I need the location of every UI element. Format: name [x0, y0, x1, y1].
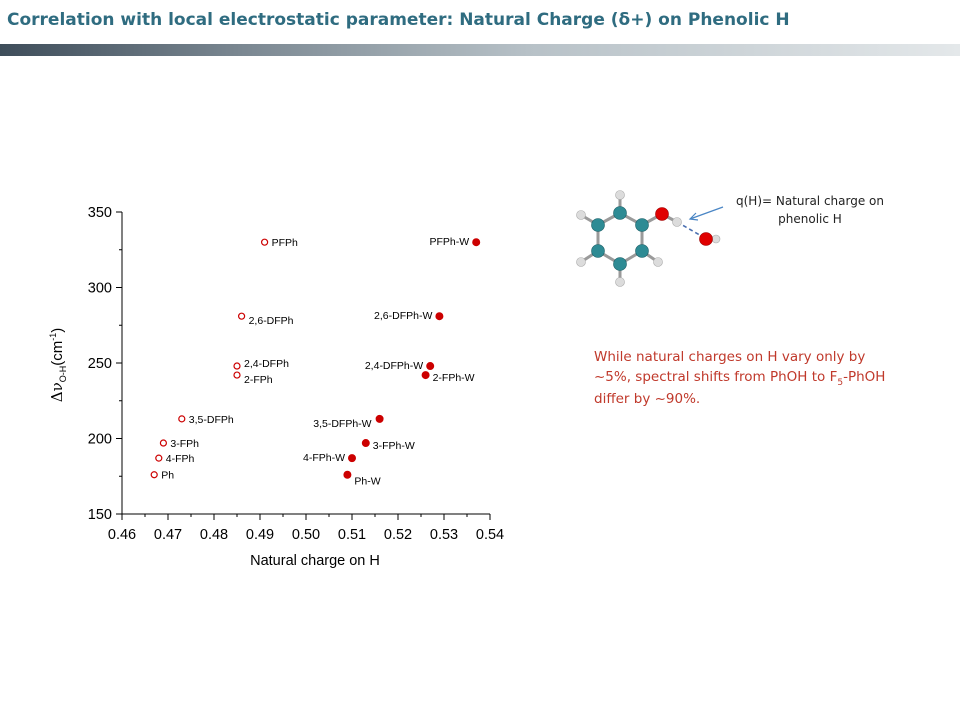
summary-note-part2: -PhOH differ by ~90%.	[594, 369, 886, 407]
point-label: 3,5-DFPh	[189, 414, 234, 426]
summary-note-subscript: 5	[837, 378, 844, 388]
y-tick-label: 150	[88, 507, 112, 523]
data-point-filled	[343, 470, 352, 479]
data-point-open	[159, 439, 167, 447]
charge-annotation-line1: q(H)= Natural charge on	[736, 194, 884, 208]
y-axis-title-close: )	[49, 328, 66, 333]
data-point-filled	[361, 439, 370, 448]
charge-annotation: q(H)= Natural charge on phenolic H	[720, 192, 900, 228]
data-point-open	[150, 471, 158, 479]
point-label: 2,6-DFPh	[249, 315, 294, 327]
data-point-filled	[472, 238, 481, 247]
y-tick-label: 200	[88, 432, 112, 448]
point-label: 4-FPh	[166, 453, 195, 465]
charge-annotation-line2: phenolic H	[778, 212, 842, 226]
point-label: 3,5-DFPh-W	[313, 418, 371, 430]
data-point-filled	[421, 371, 430, 380]
point-label: PFPh-W	[430, 236, 470, 248]
x-tick-label: 0.46	[108, 527, 136, 543]
summary-note-part1: While natural charges on H vary only by …	[594, 349, 866, 385]
x-tick-label: 0.54	[476, 527, 504, 543]
x-axis-title: Natural charge on H	[250, 553, 380, 569]
point-label: 2,6-DFPh-W	[374, 310, 432, 322]
point-label: 2,4-DFPh	[244, 358, 289, 370]
y-axis-title: ΔνO-H(cm-1)	[48, 328, 68, 402]
data-point-open	[178, 415, 186, 423]
x-tick-label: 0.53	[430, 527, 458, 543]
point-label: 2-FPh	[244, 374, 273, 386]
y-tick-label: 250	[88, 356, 112, 372]
x-tick-label: 0.51	[338, 527, 366, 543]
point-label: 3-FPh-W	[373, 440, 415, 452]
point-label: 2,4-DFPh-W	[365, 360, 423, 372]
data-point-filled	[375, 414, 384, 423]
data-point-open	[238, 312, 246, 320]
data-point-open	[155, 454, 163, 462]
data-point-filled	[435, 312, 444, 321]
x-tick-label: 0.50	[292, 527, 320, 543]
y-tick-label: 350	[88, 205, 112, 221]
data-point-filled	[348, 454, 357, 463]
point-label: PFPh	[272, 237, 298, 249]
summary-note: While natural charges on H vary only by …	[594, 347, 894, 409]
point-label: 3-FPh	[170, 438, 199, 450]
point-label: Ph	[161, 470, 174, 482]
phenol-water-molecule-diagram	[576, 190, 724, 287]
data-point-filled	[426, 362, 435, 371]
point-label: Ph-W	[354, 476, 380, 488]
x-tick-label: 0.47	[154, 527, 182, 543]
data-point-open	[233, 371, 241, 379]
y-tick-label: 300	[88, 281, 112, 297]
x-tick-label: 0.49	[246, 527, 274, 543]
data-point-open	[233, 362, 241, 370]
point-label: 2-FPh-W	[433, 372, 475, 384]
y-axis-title-symbol: Δν	[48, 382, 66, 402]
x-tick-label: 0.52	[384, 527, 412, 543]
point-label: 4-FPh-W	[303, 452, 345, 464]
y-axis-title-unit: (cm	[49, 341, 66, 366]
data-point-open	[261, 238, 269, 246]
title-gradient-bar	[0, 44, 960, 56]
y-axis-title-subscript: O-H	[58, 366, 68, 383]
x-tick-label: 0.48	[200, 527, 228, 543]
y-axis-title-superscript: -1	[48, 333, 58, 341]
slide-title: Correlation with local electrostatic par…	[7, 10, 790, 30]
